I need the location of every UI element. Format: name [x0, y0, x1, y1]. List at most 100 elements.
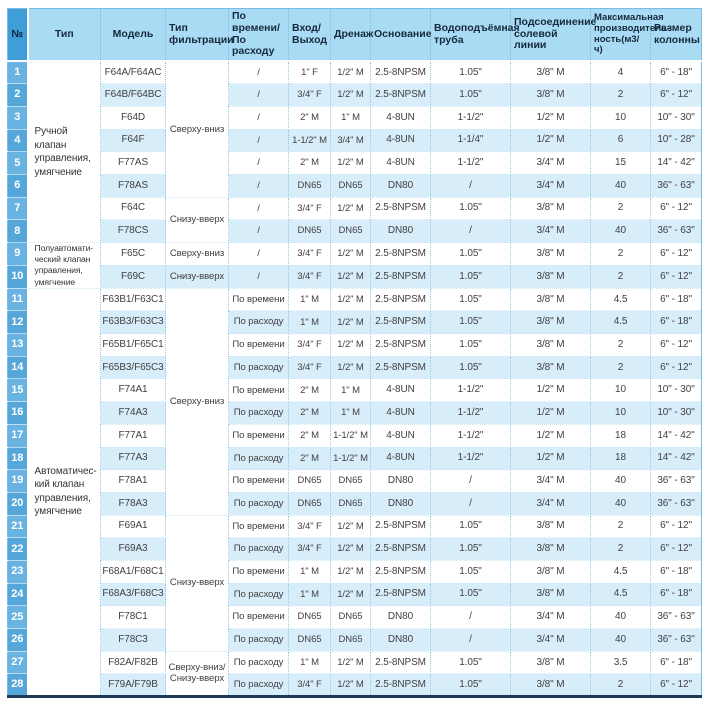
brine-cell: 3/8" M: [510, 197, 591, 221]
num-cell: 7: [7, 197, 29, 221]
header-model: Модель: [100, 8, 166, 62]
base-cell: DN80: [370, 628, 431, 652]
drain-cell: 1/2" M: [330, 61, 371, 85]
riser-cell: 1-1/2": [430, 401, 511, 425]
brine-cell: 3/8" M: [510, 333, 591, 357]
tank-cell: 6" - 12": [650, 333, 702, 357]
tank-cell: 36" - 63": [650, 219, 702, 243]
mode-cell: /: [228, 242, 289, 266]
flow-cell: 18: [590, 424, 651, 448]
tank-cell: 36" - 63": [650, 492, 702, 516]
base-cell: 4-8UN: [370, 447, 431, 471]
tank-cell: 14" - 42": [650, 151, 702, 175]
inlet-cell: DN65: [288, 605, 331, 629]
model-cell: F69A3: [100, 537, 166, 561]
model-cell: F74A3: [100, 401, 166, 425]
riser-cell: 1.05": [430, 651, 511, 675]
flow-cell: 2: [590, 537, 651, 561]
filtration-cell: Снизу-вверх: [165, 197, 229, 244]
num-cell: 14: [7, 356, 29, 380]
flow-cell: 40: [590, 219, 651, 243]
model-cell: F77AS: [100, 151, 166, 175]
tank-cell: 6" - 18": [650, 288, 702, 312]
base-cell: 4-8UN: [370, 401, 431, 425]
model-cell: F65C: [100, 242, 166, 266]
mode-cell: По расходу: [228, 673, 289, 698]
num-cell: 22: [7, 537, 29, 561]
filtration-cell: Снизу-вверх: [165, 515, 229, 652]
mode-cell: По расходу: [228, 651, 289, 675]
num-cell: 11: [7, 288, 29, 312]
model-cell: F78CS: [100, 219, 166, 243]
num-cell: 27: [7, 651, 29, 675]
inlet-cell: DN65: [288, 628, 331, 652]
brine-cell: 3/8" M: [510, 537, 591, 561]
inlet-cell: 2" M: [288, 424, 331, 448]
num-cell: 19: [7, 469, 29, 493]
inlet-cell: 2" M: [288, 106, 331, 130]
drain-cell: 1/2" M: [330, 333, 371, 357]
model-cell: F65B1/F65C1: [100, 333, 166, 357]
brine-cell: 3/8" M: [510, 265, 591, 289]
table-row: 2 F64B/F64BC /3/4" F 1/2" M 2.5-8NPSM 1.05" 3/…: [7, 83, 702, 107]
drain-cell: 1/2" M: [330, 537, 371, 561]
num-cell: 24: [7, 583, 29, 607]
model-cell: F78A3: [100, 492, 166, 516]
drain-cell: DN65: [330, 174, 371, 198]
table-row: 20 F78A3 По расходу DN65 DN65 DN80/3/4" M 40 36…: [7, 492, 702, 516]
flow-cell: 4.5: [590, 288, 651, 312]
mode-cell: /: [228, 219, 289, 243]
mode-cell: По расходу: [228, 310, 289, 335]
mode-cell: /: [228, 174, 289, 198]
tank-cell: 10" - 30": [650, 401, 702, 425]
riser-cell: 1.05": [430, 537, 511, 561]
header-inlet: Вход/ Выход: [288, 8, 331, 62]
brine-cell: 3/8" M: [510, 288, 591, 312]
table-row: 15 F74A1 По времени 2" M 1" M 4-8UN 1-1/2" 1/2"…: [7, 378, 702, 403]
brine-cell: 1/2" M: [510, 424, 591, 448]
drain-cell: 1/2" M: [330, 151, 371, 175]
riser-cell: /: [430, 628, 511, 652]
num-cell: 5: [7, 151, 29, 175]
brine-cell: 3/4" M: [510, 151, 591, 175]
mode-cell: /: [228, 129, 289, 153]
mode-cell: По времени: [228, 333, 289, 357]
base-cell: 2.5-8NPSM: [370, 673, 431, 698]
brine-cell: 3/8" M: [510, 560, 591, 584]
drain-cell: 1/2" M: [330, 583, 371, 607]
table-row: 18 F77A3 По расходу 2" M 1-1/2" M 4-8UN 1-1/2"…: [7, 447, 702, 471]
table-row: 6 F78AS / DN65 DN65 DN80/3/4" M 40 36" - 63": [7, 174, 702, 198]
tank-cell: 6" - 12": [650, 197, 702, 221]
tank-cell: 6" - 12": [650, 265, 702, 289]
flow-cell: 10: [590, 106, 651, 130]
brine-cell: 1/2" M: [510, 447, 591, 471]
model-cell: F79A/F79B: [100, 673, 166, 698]
drain-cell: 1/2" M: [330, 197, 371, 221]
header-brine: Подсоединение солевой линии: [510, 8, 596, 62]
header-type: Тип: [27, 8, 101, 62]
flow-cell: 10: [590, 378, 651, 403]
base-cell: 2.5-8NPSM: [370, 265, 431, 289]
inlet-cell: 2" M: [288, 447, 331, 471]
mode-cell: По времени: [228, 424, 289, 448]
drain-cell: 1/2" M: [330, 242, 371, 266]
base-cell: 2.5-8NPSM: [370, 333, 431, 357]
brine-cell: 3/4" M: [510, 605, 591, 629]
tank-cell: 10" - 30": [650, 106, 702, 130]
riser-cell: /: [430, 174, 511, 198]
inlet-cell: 3/4" F: [288, 515, 331, 539]
table-row: 1 Ручной клапан управления, умягчение F64A…: [7, 61, 702, 243]
header-base: Основание: [370, 8, 432, 62]
mode-cell: По времени: [228, 560, 289, 584]
num-cell: 2: [7, 83, 29, 107]
table-row: 10 F69C Снизу-вверх/3/4" F 1/2" M 2.5-8NPSM 1…: [7, 265, 702, 289]
filtration-cell: Сверху-вниз: [165, 242, 229, 266]
num-cell: 6: [7, 174, 29, 198]
inlet-cell: 1" F: [288, 61, 331, 85]
filtration-cell: Сверху-вниз: [165, 288, 229, 516]
inlet-cell: 1" M: [288, 288, 331, 312]
base-cell: DN80: [370, 219, 431, 243]
header-drain: Дренаж: [330, 8, 373, 62]
brine-cell: 3/8" M: [510, 61, 591, 85]
flow-cell: 40: [590, 174, 651, 198]
